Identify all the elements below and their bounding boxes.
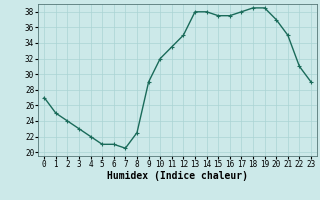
X-axis label: Humidex (Indice chaleur): Humidex (Indice chaleur) <box>107 171 248 181</box>
